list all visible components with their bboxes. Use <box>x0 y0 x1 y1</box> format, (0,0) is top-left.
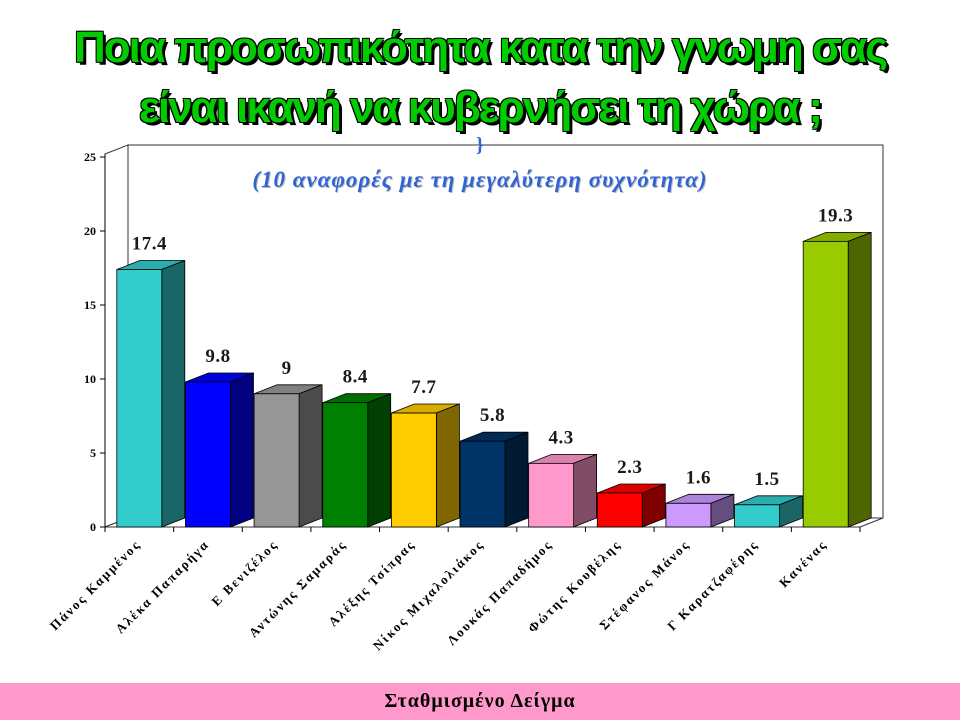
value-label: 4.3 <box>549 427 574 448</box>
bar <box>802 231 872 528</box>
chart-subtitle: (10 αναφορές με τη μεγαλύτερη συχνότητα) <box>252 167 708 192</box>
slide-title-line-2: είναι ικανή να κυβερνήσει τη χώρα ; <box>138 83 823 132</box>
footer-band: Σταθμισμένο Δείγμα <box>0 683 960 720</box>
subtitle-mark: } <box>476 134 484 156</box>
value-label: 8.4 <box>343 367 368 388</box>
y-tick-label: 10 <box>84 372 96 386</box>
bar-front <box>253 393 300 528</box>
value-label: 1.6 <box>686 467 711 488</box>
value-label: 9 <box>282 358 292 379</box>
bar <box>390 403 460 528</box>
bar-side <box>161 260 186 528</box>
value-label: 17.4 <box>132 233 167 254</box>
bar-front <box>596 492 643 528</box>
bar <box>596 483 666 528</box>
bar <box>734 495 803 528</box>
bar-front <box>116 269 163 528</box>
y-tick-label: 20 <box>84 224 96 238</box>
bar-side <box>230 372 254 528</box>
bar-side <box>435 403 460 528</box>
bar <box>116 260 186 528</box>
y-tick-label: 25 <box>84 150 96 164</box>
slide-title-line-1: Ποια προσωπικότητα κατα την γνωμη σας <box>74 23 888 72</box>
bar <box>253 384 323 528</box>
bar-front <box>665 502 712 528</box>
bar-side <box>847 231 872 528</box>
value-label: 9.8 <box>205 346 230 367</box>
bar-side <box>367 393 392 528</box>
bar <box>322 393 392 528</box>
bar <box>185 372 254 528</box>
bar-front <box>528 462 575 528</box>
bar-side <box>298 384 323 528</box>
bar-side <box>573 453 597 528</box>
value-label: 5.8 <box>480 405 505 426</box>
bar-side <box>504 431 529 528</box>
footer-label: Σταθμισμένο Δείγμα <box>384 690 576 712</box>
value-label: 2.3 <box>617 457 642 478</box>
category-label: Κανένας <box>776 537 830 591</box>
value-label: 1.5 <box>754 469 779 490</box>
bar-front <box>185 381 231 528</box>
y-tick-label: 15 <box>84 298 96 312</box>
bar-front <box>734 504 780 528</box>
bar-front <box>390 412 437 528</box>
bar <box>528 453 597 528</box>
bar <box>665 493 735 528</box>
value-label: 19.3 <box>818 205 853 226</box>
category-label: Νίκος Μιχαλολιάκος <box>370 537 487 654</box>
y-tick-label: 0 <box>90 520 96 534</box>
bar-front <box>459 440 506 528</box>
category-label: Ε Βενιζέλος <box>208 537 280 609</box>
bar <box>459 431 529 528</box>
bar-front <box>322 402 369 528</box>
bar-front <box>802 240 849 528</box>
y-tick-label: 5 <box>90 446 96 460</box>
value-label: 7.7 <box>411 377 436 398</box>
